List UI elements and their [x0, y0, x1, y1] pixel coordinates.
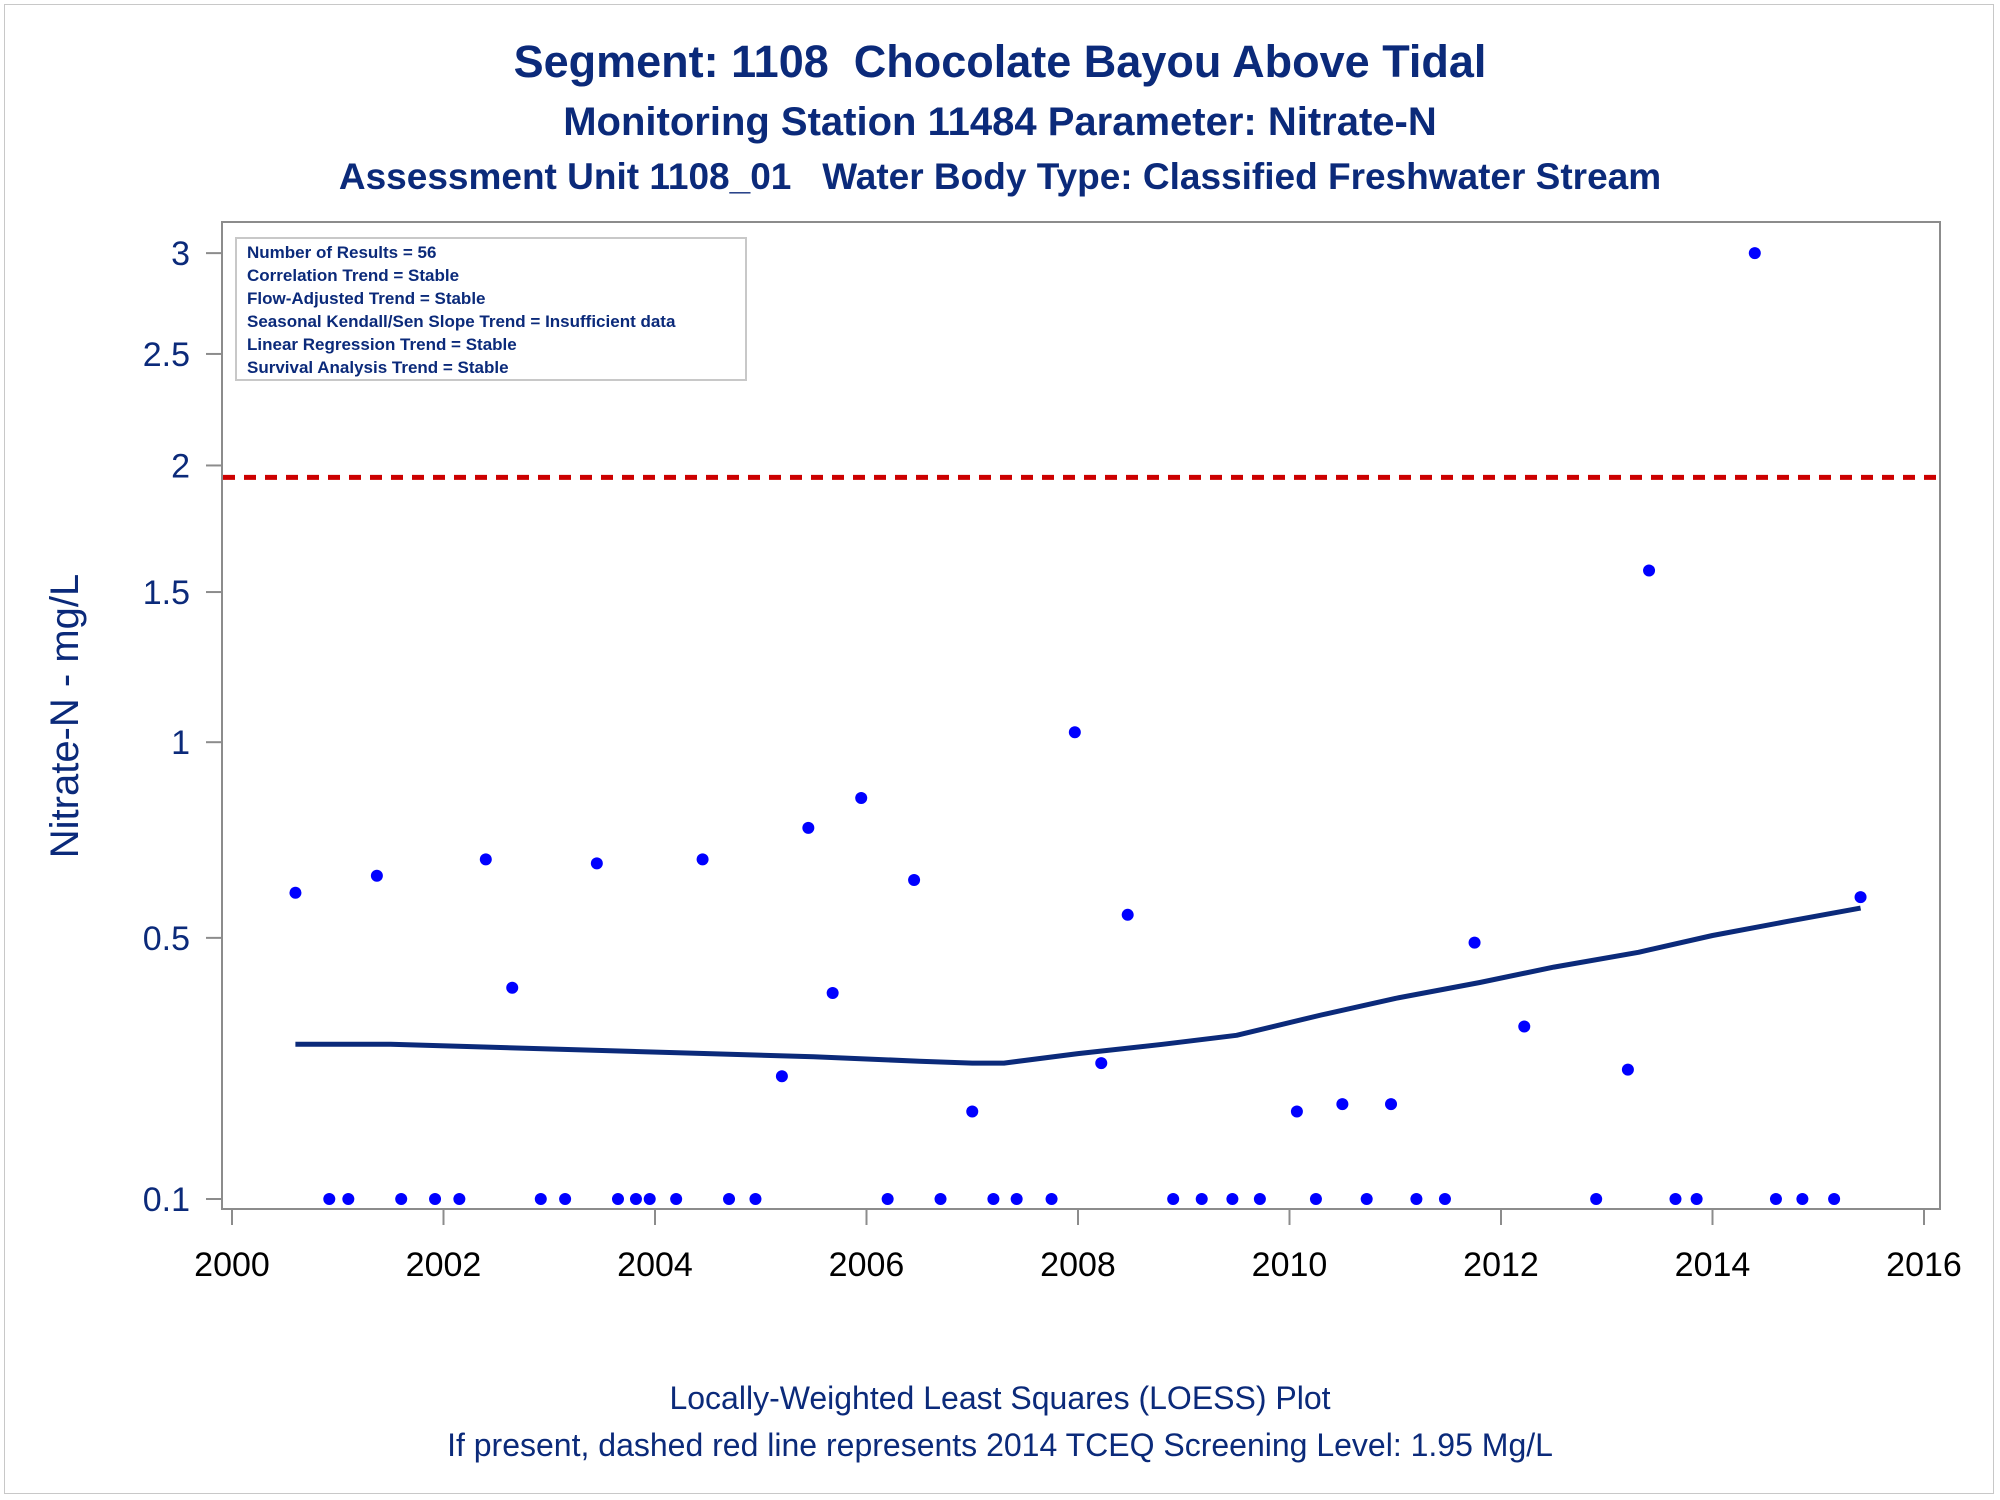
data-point: [966, 1105, 979, 1118]
data-point: [696, 853, 709, 866]
data-point: [670, 1193, 683, 1205]
data-point: [1690, 1193, 1703, 1205]
data-points: [289, 247, 1867, 1205]
data-point: [643, 1193, 656, 1205]
data-point: [1828, 1193, 1841, 1205]
data-point: [453, 1193, 466, 1205]
data-point: [1226, 1193, 1239, 1205]
data-point: [723, 1193, 736, 1205]
data-point: [1010, 1193, 1023, 1205]
x-tick-label: 2010: [1252, 1246, 1328, 1284]
data-point: [1167, 1193, 1180, 1205]
data-point: [1769, 1193, 1782, 1205]
data-point: [826, 987, 839, 1000]
x-tick-label: 2006: [829, 1246, 905, 1284]
x-tick-label: 2000: [194, 1246, 270, 1284]
inset-line-correlation: Correlation Trend = Stable: [247, 266, 459, 285]
x-tick-label: 2016: [1886, 1246, 1962, 1284]
data-point: [1290, 1105, 1303, 1118]
data-point: [802, 821, 815, 834]
x-axis: 2000 2002 2004 2006 2008 2010 2012 2014 2016: [194, 1209, 1962, 1284]
footer-plot-description: Locally-Weighted Least Squares (LOESS) P…: [669, 1380, 1331, 1416]
chart-title: Segment: 1108 Chocolate Bayou Above Tida…: [513, 36, 1487, 87]
data-point: [342, 1193, 355, 1205]
data-point: [289, 886, 302, 899]
x-tick-label: 2008: [1040, 1246, 1116, 1284]
data-point: [1045, 1193, 1058, 1205]
y-axis-label: Nitrate-N - mg/L: [43, 574, 87, 859]
data-point: [559, 1193, 572, 1205]
data-point: [590, 857, 603, 870]
data-point: [1336, 1098, 1349, 1111]
data-point: [1854, 891, 1867, 904]
data-point: [1468, 936, 1481, 949]
data-point: [1253, 1193, 1266, 1205]
data-point: [611, 1193, 624, 1205]
data-point: [1195, 1193, 1208, 1205]
y-tick-label: 1: [171, 724, 190, 762]
data-point: [1518, 1020, 1531, 1033]
data-point: [1748, 247, 1761, 260]
data-point: [1621, 1063, 1634, 1076]
y-tick-label: 2: [171, 447, 190, 485]
data-point: [479, 853, 492, 866]
loess-curve: [295, 905, 1862, 1066]
y-tick-label: 2.5: [143, 336, 190, 374]
data-point: [534, 1193, 547, 1205]
data-point: [908, 873, 921, 886]
data-point: [429, 1193, 442, 1205]
data-point: [1121, 908, 1134, 921]
data-point: [1385, 1098, 1398, 1111]
data-point: [855, 791, 868, 804]
data-point: [1669, 1193, 1682, 1205]
y-tick-label: 0.5: [143, 920, 190, 958]
data-point: [987, 1193, 1000, 1205]
data-point: [395, 1193, 408, 1205]
x-tick-label: 2004: [617, 1246, 693, 1284]
inset-line-kendall: Seasonal Kendall/Sen Slope Trend = Insuf…: [247, 312, 676, 331]
statistics-inset: Number of Results = 56 Correlation Trend…: [235, 237, 747, 381]
inset-line-results: Number of Results = 56: [247, 243, 436, 262]
data-point: [1438, 1193, 1451, 1205]
inset-line-regression: Linear Regression Trend = Stable: [247, 335, 517, 354]
y-tick-label: 0.1: [143, 1181, 190, 1219]
x-tick-label: 2014: [1675, 1246, 1751, 1284]
data-point: [1796, 1193, 1809, 1205]
data-point: [934, 1193, 947, 1205]
y-tick-label: 3: [171, 235, 190, 273]
x-tick-label: 2002: [406, 1246, 482, 1284]
data-point: [370, 869, 383, 882]
data-point: [749, 1193, 762, 1205]
inset-box: [235, 237, 747, 381]
chart-subtitle-assessment: Assessment Unit 1108_01 Water Body Type:…: [338, 156, 1662, 197]
data-point: [1095, 1057, 1108, 1070]
x-tick-label: 2012: [1463, 1246, 1539, 1284]
footer-screening-note: If present, dashed red line represents 2…: [447, 1427, 1553, 1463]
data-point: [1360, 1193, 1373, 1205]
data-point: [629, 1193, 642, 1205]
y-tick-label: 1.5: [143, 574, 190, 612]
data-point: [506, 981, 519, 994]
inset-line-flow: Flow-Adjusted Trend = Stable: [247, 289, 486, 308]
data-point: [1643, 564, 1656, 577]
data-point: [775, 1070, 788, 1083]
data-point: [1590, 1193, 1603, 1205]
chart-subtitle-station: Monitoring Station 11484 Parameter: Nitr…: [563, 100, 1437, 144]
data-point: [881, 1193, 894, 1205]
plot-area: [221, 221, 1941, 1210]
data-point: [323, 1193, 336, 1205]
data-point: [1309, 1193, 1322, 1205]
data-point: [1410, 1193, 1423, 1205]
inset-line-survival: Survival Analysis Trend = Stable: [247, 358, 509, 377]
y-axis: 0.1 0.5 1 1.5 2 2.5 3: [143, 235, 222, 1219]
data-point: [1068, 726, 1081, 739]
